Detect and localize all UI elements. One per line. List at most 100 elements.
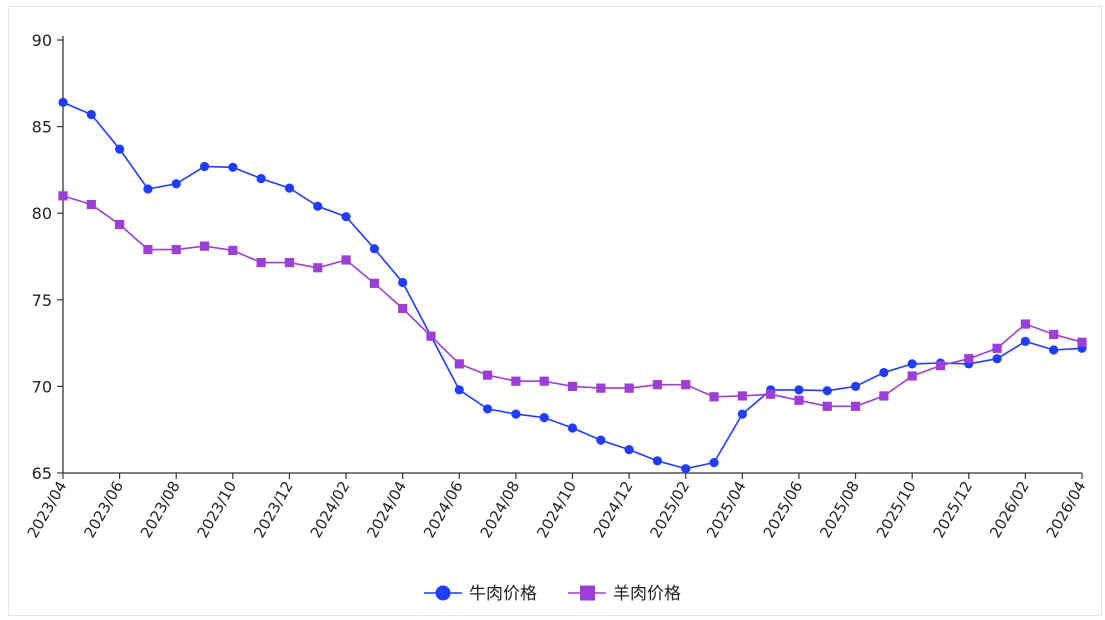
x-tick-label: 2023/10 [194,478,241,541]
legend-label: 牛肉价格 [469,584,537,604]
data-point [482,404,493,414]
y-axis-ticks: 65 70 75 80 85 90 [32,31,63,483]
x-tick-label: 2024/06 [420,478,467,541]
data-point [511,376,521,386]
x-tick-label: 2026/04 [1043,478,1090,541]
x-tick-label: 2023/06 [80,478,127,541]
data-point [822,401,832,411]
data-point [709,392,719,402]
data-point [341,212,351,222]
x-tick-label: 2025/10 [873,478,920,541]
y-tick-label: 65 [32,464,52,483]
x-tick-label: 2026/02 [986,478,1033,541]
data-point [199,241,210,251]
data-point [1049,345,1059,355]
data-point [737,391,747,401]
data-point [454,385,464,395]
data-point [992,354,1002,364]
data-point [398,303,408,314]
chart-frame [8,6,1102,616]
x-tick-label: 2024/02 [307,478,354,541]
data-point [313,201,323,211]
data-point [1020,336,1030,346]
data-point [1020,319,1030,329]
legend-circle-marker [435,585,451,601]
data-point [1049,329,1059,340]
series-beef [58,97,1087,474]
data-point [822,386,832,396]
data-point [766,389,776,399]
data-point [171,244,181,255]
y-tick-label: 80 [32,204,52,223]
x-tick-label: 2023/08 [137,478,184,541]
series-layer [58,97,1087,474]
series-line [62,101,1083,470]
data-point [256,173,266,184]
legend-item[interactable]: 羊肉价格 [568,584,681,604]
data-point [964,354,974,364]
data-point [879,391,889,401]
data-point [907,371,917,381]
x-axis-ticks: 2023/04 2023/06 2023/08 2023/10 2023/12 2024/… [24,473,1090,541]
y-tick-label: 75 [32,291,52,310]
data-point [681,380,691,390]
data-point [86,199,96,210]
legend-item[interactable]: 牛肉价格 [424,584,537,604]
data-point [86,109,96,120]
data-point [935,361,946,371]
data-point [681,464,691,474]
data-point [539,412,549,423]
x-tick-label: 2023/12 [250,478,297,541]
data-point [228,245,238,256]
data-point [737,409,747,419]
data-point [454,359,464,369]
data-point [624,445,634,455]
data-point [850,401,861,411]
data-point [341,255,351,265]
x-tick-label: 2025/02 [646,478,693,541]
data-point [567,381,578,391]
x-tick-label: 2025/06 [760,478,807,541]
x-tick-label: 2024/10 [533,478,580,541]
data-point [58,191,68,201]
data-point [115,219,125,230]
data-point [1077,337,1087,347]
data-point [256,257,266,268]
x-tick-label: 2025/04 [703,478,750,541]
data-point [652,456,663,466]
data-point [284,257,295,268]
data-point [228,162,238,172]
y-tick-label: 70 [32,377,52,396]
legend-square-marker [580,585,595,601]
data-point [398,277,408,288]
data-point [369,278,379,288]
axes [62,36,1082,474]
data-point [567,423,578,433]
data-point [596,383,606,393]
data-point [652,380,663,390]
data-point [511,409,521,419]
x-tick-label: 2025/12 [929,478,976,541]
data-point [482,370,493,380]
data-point [115,144,125,154]
data-point [171,179,181,189]
legend-label: 羊肉价格 [613,584,681,604]
y-tick-label: 85 [32,118,52,137]
data-point [907,359,917,369]
data-point [596,435,606,445]
data-point [539,376,549,386]
x-tick-label: 2024/04 [363,478,410,541]
data-point [850,381,861,391]
data-point [794,385,804,395]
data-point [426,331,436,341]
data-point [143,244,153,255]
data-point [199,161,210,172]
data-point [58,97,68,107]
legend: 牛肉价格 羊肉价格 [424,584,681,604]
y-tick-label: 90 [32,31,52,50]
data-point [709,458,719,468]
x-tick-label: 2025/08 [816,478,863,541]
data-point [624,383,634,393]
data-point [313,263,323,273]
